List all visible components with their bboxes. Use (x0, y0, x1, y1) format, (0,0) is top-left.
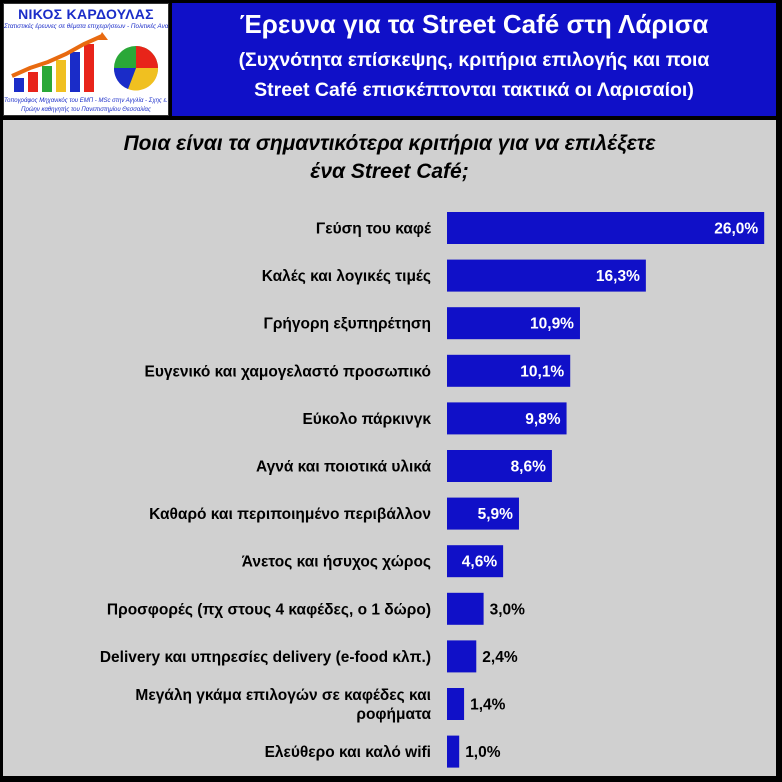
value-label: 9,8% (525, 411, 561, 428)
bar (447, 688, 465, 720)
logo-name: ΝΙΚΟΣ ΚΑΡΔΟΥΛΑΣ (18, 6, 154, 22)
logo-former: Πρώην καθηγητής του Πανεπιστημίου Θεσσαλ… (21, 107, 151, 113)
value-label: 2,4% (482, 649, 518, 666)
value-label: 10,1% (520, 363, 564, 380)
bar (447, 402, 567, 435)
logo-tagline: Στατιστικές έρευνες σε θέματα επιχειρήσε… (4, 23, 169, 30)
header: Έρευνα για τα Street Café στη Λάρισα (Συ… (172, 3, 776, 116)
bar (447, 545, 504, 578)
header-title: Έρευνα για τα Street Café στη Λάρισα (239, 9, 709, 39)
logo-credentials: Τοπογράφος Μηχανικός του ΕΜΠ - MSc στην … (4, 98, 169, 104)
bar (447, 354, 571, 387)
value-label: 26,0% (714, 221, 758, 238)
logo-chart-icon (11, 32, 159, 92)
category-label: Εύκολο πάρκινγκ (302, 411, 431, 428)
value-label: 1,4% (470, 697, 506, 714)
bar (447, 735, 460, 768)
bar (447, 212, 765, 244)
category-label: Καλές και λογικές τιμές (262, 268, 431, 285)
value-label: 1,0% (465, 744, 501, 761)
bar (447, 592, 484, 625)
chart-panel: Ποια είναι τα σημαντικότερα κριτήρια για… (3, 120, 776, 776)
bar (447, 640, 477, 673)
header-subtitle-line2: Street Café επισκέπτονται τακτικά οι Λαρ… (254, 79, 694, 101)
category-label: Delivery και υπηρεσίες delivery (e-food … (100, 649, 431, 666)
value-label: 8,6% (511, 459, 547, 476)
value-label: 16,3% (596, 268, 640, 285)
bar-chart: Γεύση του καφέ 26,0% Καλές και λογικές τιμ… (100, 212, 765, 768)
bar (447, 307, 580, 340)
header-subtitle-line1: (Συχνότητα επίσκεψης, κριτήρια επιλογής … (238, 49, 710, 71)
category-label: Καθαρό και περιποιημένο περιβάλλον (149, 506, 431, 523)
category-label: ροφήματα (356, 706, 431, 723)
bar (447, 497, 519, 530)
category-label: Άνετος και ήσυχος χώρος (242, 554, 431, 571)
category-label: Μεγάλη γκάμα επιλογών σε καφέδες και (135, 687, 431, 704)
logo: ΝΙΚΟΣ ΚΑΡΔΟΥΛΑΣ Στατιστικές έρευνες σε θ… (3, 3, 169, 116)
value-label: 4,6% (462, 554, 498, 571)
chart-title-line2: ένα Street Café; (310, 160, 469, 183)
category-label: Ελεύθερο και καλό wifi (265, 744, 431, 761)
bar (447, 259, 646, 292)
value-label: 3,0% (490, 601, 526, 618)
category-label: Γεύση του καφέ (316, 221, 432, 238)
chart-title-line1: Ποια είναι τα σημαντικότερα κριτήρια για… (123, 132, 656, 155)
category-label: Γρήγορη εξυπηρέτηση (264, 316, 431, 333)
bar (447, 450, 552, 482)
category-label: Αγνά και ποιοτικά υλικά (256, 459, 431, 476)
value-label: 5,9% (478, 506, 514, 523)
category-label: Προσφορές (πχ στους 4 καφέδες, ο 1 δώρο) (107, 601, 431, 618)
category-label: Ευγενικό και χαμογελαστό προσωπικό (145, 363, 431, 380)
value-label: 10,9% (530, 316, 574, 333)
